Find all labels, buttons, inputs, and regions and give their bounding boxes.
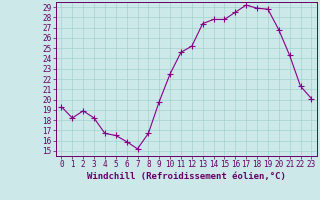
X-axis label: Windchill (Refroidissement éolien,°C): Windchill (Refroidissement éolien,°C) bbox=[87, 172, 286, 181]
